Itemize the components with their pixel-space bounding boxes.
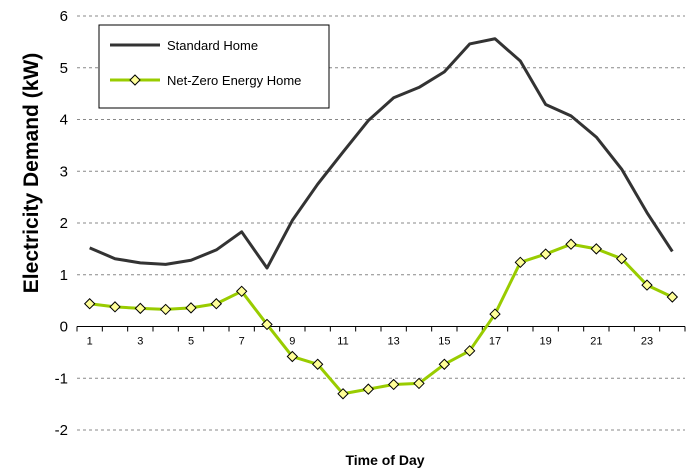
- data-point: [235, 285, 248, 298]
- series-layer: [83, 37, 679, 400]
- data-point: [514, 256, 527, 269]
- y-tick-label: 6: [60, 8, 68, 25]
- x-axis-title: Time of Day: [345, 452, 424, 468]
- grid-lines: [77, 15, 685, 431]
- data-point: [261, 318, 273, 331]
- data-point: [311, 358, 324, 370]
- legend-label-1: Net-Zero Energy Home: [167, 73, 301, 88]
- data-point: [134, 302, 147, 315]
- y-tick-label: -1: [55, 370, 68, 387]
- data-point: [185, 302, 197, 314]
- data-point: [362, 383, 375, 395]
- legend-marker: [129, 74, 141, 86]
- series-line-0: [89, 37, 674, 270]
- x-tick-label: 17: [489, 336, 501, 348]
- data-point: [210, 298, 223, 310]
- data-point: [109, 301, 121, 313]
- data-point: [337, 388, 349, 400]
- y-tick-label: 1: [60, 267, 68, 284]
- x-tick-label: 13: [388, 336, 400, 348]
- data-point: [565, 238, 577, 250]
- y-tick-label: -2: [55, 422, 68, 439]
- data-point: [641, 279, 653, 291]
- data-point: [286, 350, 299, 363]
- y-tick-label: 2: [60, 215, 68, 232]
- y-axis-ticks: 6 5 4 3 2 1 0 -1 -2: [55, 8, 68, 439]
- x-tick-label: 11: [337, 336, 348, 348]
- data-point: [666, 291, 679, 303]
- y-tick-label: 5: [60, 60, 68, 77]
- y-tick-label: 4: [60, 112, 68, 129]
- data-point: [539, 248, 552, 260]
- x-tick-label: 3: [137, 336, 143, 348]
- x-tick-label: 15: [438, 336, 450, 348]
- data-point: [489, 308, 501, 320]
- y-axis-title: Electricity Demand (kW): [20, 53, 43, 293]
- legend: Standard Home Net-Zero Energy Home: [98, 24, 330, 109]
- data-point: [463, 345, 476, 357]
- y-tick-label: 3: [60, 163, 68, 180]
- data-point: [590, 243, 603, 255]
- x-axis: 1 3 5 7 9 11 13 15 17 19 21 23: [76, 326, 686, 348]
- data-point: [615, 253, 628, 265]
- data-point: [387, 378, 400, 391]
- x-tick-label: 9: [289, 336, 295, 348]
- data-point: [438, 358, 451, 370]
- data-point: [159, 303, 172, 316]
- x-tick-label: 23: [641, 336, 653, 348]
- data-point: [413, 377, 425, 390]
- x-tick-label: 5: [188, 336, 194, 348]
- x-tick-label: 21: [590, 336, 602, 348]
- legend-box: [98, 24, 330, 109]
- data-point: [83, 298, 96, 310]
- legend-label-0: Standard Home: [167, 38, 258, 53]
- series-line-1: [89, 242, 673, 396]
- x-tick-label: 1: [87, 336, 93, 348]
- x-tick-label: 19: [540, 336, 552, 348]
- x-tick-label: 7: [239, 336, 245, 348]
- y-tick-label: 0: [60, 319, 68, 336]
